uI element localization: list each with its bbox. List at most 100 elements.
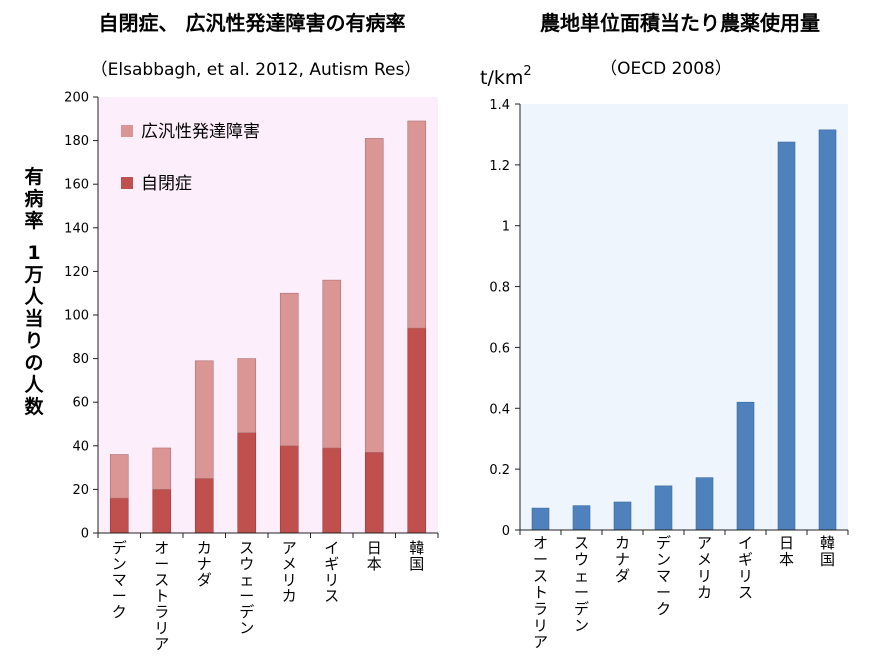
right-x-tick-label: イギリス <box>738 534 753 602</box>
right-x-tick-label-char: ア <box>697 534 712 552</box>
left-y-tick-label: 120 <box>64 265 89 280</box>
left-bars <box>109 120 427 534</box>
right-x-tick-label-char: リ <box>697 567 712 585</box>
left-x-tick-label-char: ン <box>239 619 254 637</box>
bar-pdd-1 <box>152 447 172 490</box>
left-y-axis-label-char: 1 <box>27 242 40 264</box>
right-x-tick-label-char: ウ <box>574 551 589 569</box>
bar-autism-4 <box>279 445 299 534</box>
bar-autism-0 <box>109 497 129 534</box>
right-y-tick-label: 1 <box>502 220 510 235</box>
left-x-tick-label-char: 本 <box>367 555 382 573</box>
left-x-tick-label-char: ト <box>154 587 169 605</box>
left-x-tick-label-char: ー <box>239 587 254 605</box>
right-x-tick-label-char: ス <box>738 584 753 602</box>
right-x-tick-label-char: ク <box>656 600 671 618</box>
left-x-tick-label-char: ア <box>154 635 169 653</box>
left-x-tick-label-char: ラ <box>154 603 169 621</box>
right-x-tick-label-char: カ <box>697 584 712 602</box>
left-chart-subtitle: （Elsabbagh, et al. 2012, Autism Res） <box>91 60 422 80</box>
left-x-tick-label: 韓国 <box>409 539 424 573</box>
left-x-tick-label-char: ス <box>324 587 339 605</box>
left-x-tick-label-char: カ <box>197 539 212 557</box>
left-chart-title: 自閉症、 広汎性発達障害の有病率 <box>99 11 406 35</box>
right-x-tick-label-char: メ <box>697 551 712 569</box>
right-x-tick-label: スウェーデン <box>574 534 589 635</box>
right-x-tick-label: カナダ <box>615 534 630 585</box>
right-y-tick-label: 0.4 <box>489 402 510 417</box>
left-x-tick-label-char: デ <box>112 539 127 557</box>
right-y-axis-unit: t/km2 <box>480 64 532 89</box>
left-x-tick-label-char: デ <box>239 603 254 621</box>
left-x-tick-label: アメリカ <box>282 539 297 605</box>
bar-autism-3 <box>237 432 257 534</box>
right-x-tick-label-char: ラ <box>533 600 548 618</box>
left-y-tick-label: 100 <box>64 309 89 324</box>
left-x-tick-label-char: 国 <box>409 555 424 573</box>
right-y-tick-label: 1.4 <box>489 98 510 113</box>
right-y-tick-label: 0.2 <box>489 463 510 478</box>
pesticide-bar-1 <box>572 505 591 531</box>
right-x-tick-label-char: マ <box>656 567 671 585</box>
right-x-tick-label-char: ダ <box>615 567 630 585</box>
left-y-tick-label: 60 <box>72 396 89 411</box>
left-y-axis-label-char: 人 <box>24 374 44 396</box>
right-y-axis: 0 0.2 0.4 0.6 0.8 1 1.2 1.4 <box>489 98 521 539</box>
pesticide-bar-2 <box>613 501 632 531</box>
pesticide-bar-6 <box>777 141 796 531</box>
left-plot-area <box>98 97 438 533</box>
right-x-tick-label-char: リ <box>738 567 753 585</box>
bar-autism-1 <box>152 489 172 534</box>
left-y-axis-label-char: 有 <box>24 165 43 188</box>
left-x-tick-label-char: カ <box>282 587 297 605</box>
right-x-tick-label: 韓国 <box>820 534 835 569</box>
left-y-tick-label: 160 <box>64 178 89 193</box>
right-x-tick-label-char: ト <box>533 584 548 602</box>
bar-pdd-3 <box>237 358 257 434</box>
left-y-tick-label: 180 <box>64 134 89 149</box>
bar-autism-5 <box>322 447 342 534</box>
right-y-axis-unit-superscript: 2 <box>523 64 531 79</box>
left-y-tick-label: 0 <box>81 527 89 542</box>
left-y-axis-label-char: の <box>24 352 43 374</box>
right-plot-area <box>520 104 848 530</box>
left-y-axis-label-char: 病 <box>24 187 43 210</box>
right-x-tick-label-char: 国 <box>820 551 835 569</box>
left-y-axis-label-char: 人 <box>24 286 44 308</box>
legend-swatch-1 <box>121 177 133 189</box>
right-x-tick-label: アメリカ <box>697 534 712 602</box>
right-x-tick-label-char: ン <box>656 551 671 569</box>
right-y-tick-label: 0.8 <box>489 281 510 296</box>
right-y-tick-label: 0.6 <box>489 341 510 356</box>
left-x-tick-label-char: 韓 <box>409 539 424 557</box>
bar-pdd-2 <box>194 360 214 479</box>
right-y-tick-label: 1.2 <box>489 159 510 174</box>
right-chart-title: 農地単位面積当たり農薬使用量 <box>540 11 820 35</box>
legend-label-0: 広汎性発達障害 <box>141 122 260 142</box>
bar-pdd-4 <box>279 292 299 447</box>
left-x-tick-label-char: ナ <box>197 555 212 573</box>
right-x-tick-label-char: ェ <box>574 567 589 585</box>
left-x-tick-label-char: ー <box>154 555 169 573</box>
left-x-tick-label: オーストラリア <box>154 539 169 653</box>
right-x-tick-label-char: 本 <box>779 551 794 569</box>
legend-label-1: 自閉症 <box>141 174 192 194</box>
left-x-tick-label-char: メ <box>282 555 297 573</box>
bar-pdd-6 <box>364 138 384 453</box>
left-y-axis-label-char: 率 <box>24 209 43 232</box>
left-y-tick-label: 80 <box>72 352 89 367</box>
left-y-axis-label-char: 万 <box>23 264 43 286</box>
right-x-tick-label-char: 韓 <box>820 534 835 552</box>
left-x-tick-label: スウェーデン <box>239 539 254 637</box>
left-x-tick-label: デンマーク <box>112 539 127 621</box>
right-x-tick-label-char: ア <box>533 633 548 651</box>
left-x-tick-label-char: ク <box>112 603 127 621</box>
left-x-tick-label-char: ン <box>112 555 127 573</box>
right-x-tick-label-char: イ <box>738 534 753 552</box>
left-x-tick-label-char: ア <box>282 539 297 557</box>
right-x-tick-label-char: カ <box>615 534 630 552</box>
left-y-tick-label: 20 <box>72 483 89 498</box>
